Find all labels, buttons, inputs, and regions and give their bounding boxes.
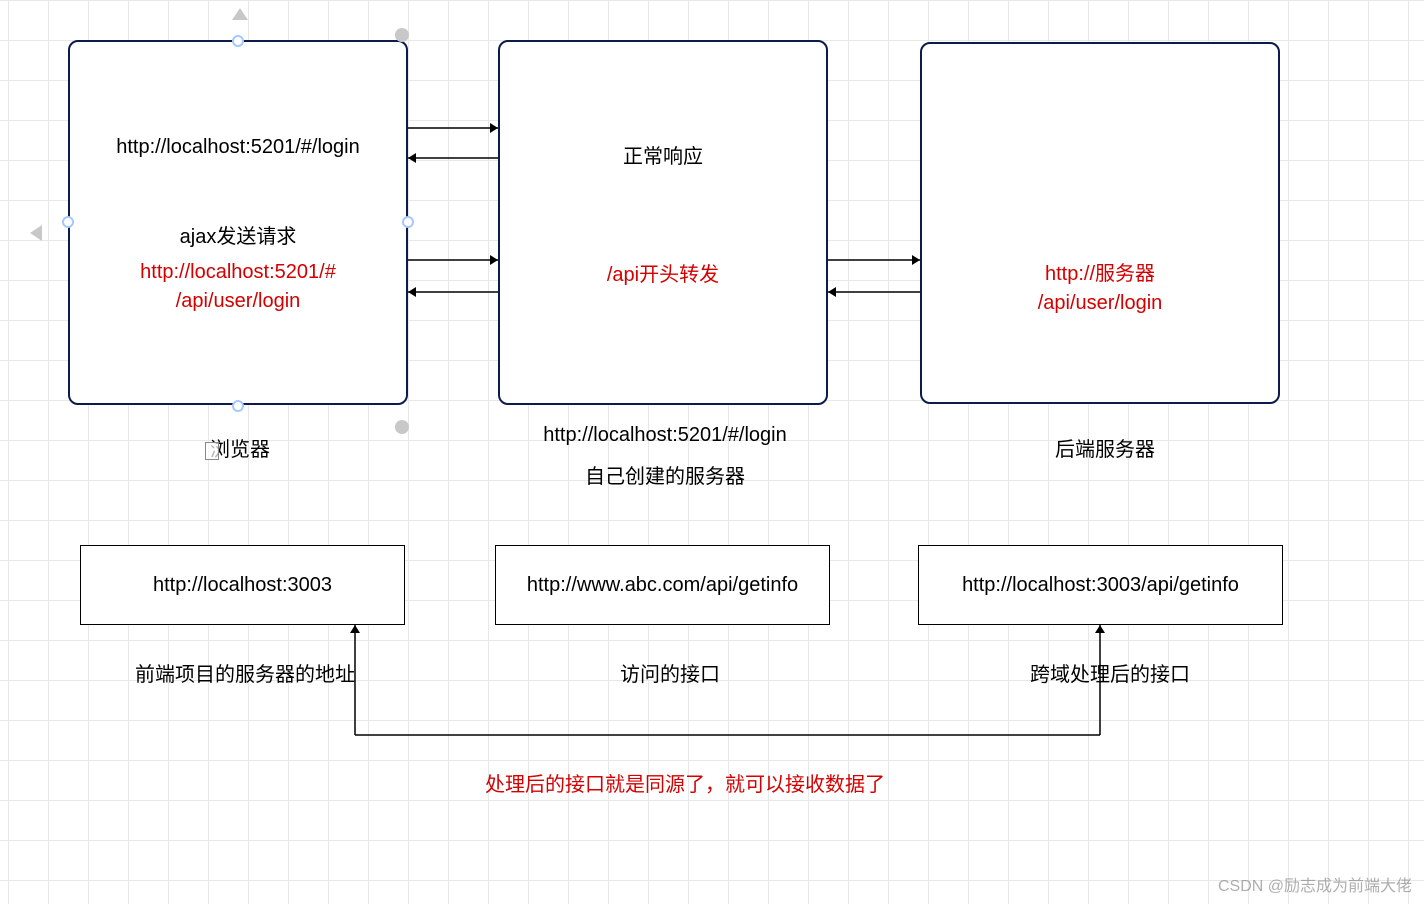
- selection-handle[interactable]: [62, 216, 74, 228]
- selection-handle[interactable]: [232, 400, 244, 412]
- resize-handle[interactable]: [30, 225, 42, 241]
- selection-handle[interactable]: [402, 216, 414, 228]
- resize-handle[interactable]: [395, 420, 409, 434]
- watermark: CSDN @励志成为前端大佬: [1218, 872, 1412, 896]
- diagram-canvas: http://localhost:5201/#/loginajax发送请求htt…: [0, 0, 1424, 904]
- text-cursor-icon: [205, 442, 219, 460]
- selection-handle[interactable]: [232, 35, 244, 47]
- resize-handle[interactable]: [232, 8, 248, 20]
- resize-handle[interactable]: [395, 28, 409, 42]
